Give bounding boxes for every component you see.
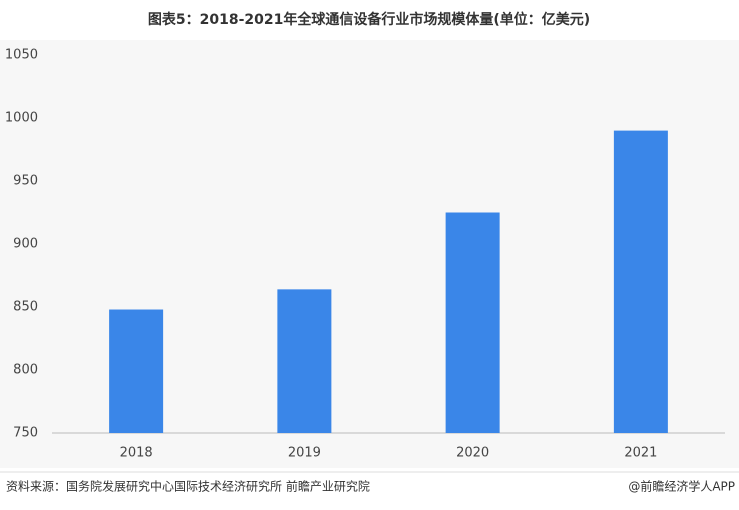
- x-tick-label: 2021: [624, 446, 657, 461]
- y-tick-label: 1050: [5, 48, 38, 63]
- bar: [109, 309, 164, 433]
- credit: @前瞻经济学人APP: [628, 479, 735, 494]
- x-tick-label: 2020: [456, 446, 489, 461]
- y-tick-label: 850: [13, 300, 38, 315]
- x-tick-label: 2018: [120, 446, 153, 461]
- y-tick-label: 800: [13, 363, 38, 378]
- bar: [277, 289, 332, 433]
- x-tick-label: 2019: [288, 446, 321, 461]
- bar: [613, 130, 668, 433]
- bar: [445, 212, 500, 433]
- y-tick-label: 900: [13, 237, 38, 252]
- y-tick-label: 750: [13, 426, 38, 441]
- y-tick-label: 950: [13, 174, 38, 189]
- source-note: 资料来源：国务院发展研究中心国际技术经济研究所 前瞻产业研究院: [6, 479, 370, 494]
- y-tick-label: 1000: [5, 111, 38, 126]
- chart-title: 图表5：2018-2021年全球通信设备行业市场规模体量(单位：亿美元): [148, 11, 590, 28]
